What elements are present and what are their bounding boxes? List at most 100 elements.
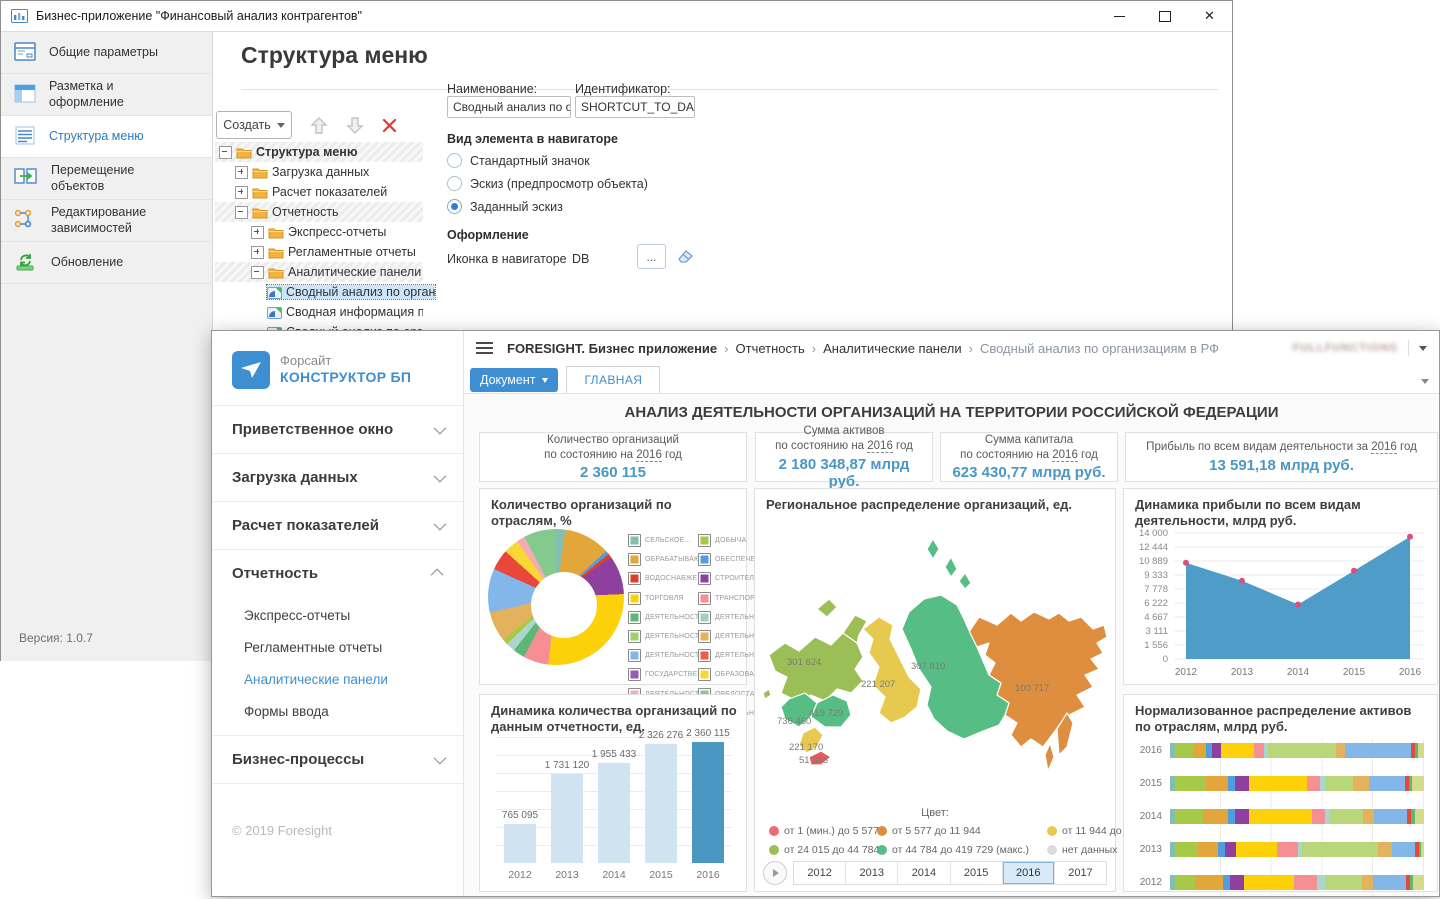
move-down-button[interactable]	[346, 116, 364, 135]
tree-node[interactable]: Регламентные отчеты	[215, 242, 423, 262]
user-menu-chevron-icon[interactable]	[1419, 345, 1427, 351]
timeline-year-2017[interactable]: 2017	[1068, 867, 1093, 879]
legend-item[interactable]: ДЕЯТЕЛЬНОСТЬ	[628, 627, 700, 646]
stacked-row-2016[interactable]	[1170, 743, 1424, 758]
legend-item[interactable]: ТОРГОВЛЯ	[628, 589, 700, 608]
legend-item[interactable]: ОБЕСПЕЧЕН...	[698, 550, 770, 569]
bar-2014[interactable]	[598, 762, 630, 863]
legend-item[interactable]: ДОБЫЧА	[698, 531, 770, 550]
sidebar-item-6[interactable]: Обновление	[1, 242, 212, 284]
minimize-button[interactable]	[1097, 1, 1142, 31]
bar-2012[interactable]	[504, 823, 536, 863]
region-siberia[interactable]	[901, 594, 1010, 740]
bar-2013[interactable]	[551, 774, 583, 863]
browse-icon-button[interactable]: ...	[637, 244, 666, 269]
nav-subitem[interactable]: Аналитические панели	[244, 671, 388, 687]
legend-item[interactable]: СЕЛЬСКОЕ...	[628, 531, 700, 550]
nav-item-3[interactable]: Расчет показателей	[212, 502, 463, 550]
move-up-button[interactable]	[310, 116, 328, 135]
stacked-row-2015[interactable]	[1170, 776, 1424, 791]
legend-item[interactable]: ДЕЯТЕЛЬНО...	[698, 646, 770, 665]
legend-item[interactable]: ДЕЯТЕЛЬНОСТЬ	[628, 646, 700, 665]
kpi-year-link[interactable]: 2016	[1371, 441, 1397, 455]
donut-chart[interactable]	[488, 529, 624, 665]
expand-icon[interactable]	[235, 185, 248, 199]
region-kamchatka[interactable]	[1056, 712, 1074, 756]
radio-icon[interactable]	[447, 176, 462, 191]
tabs-overflow-chevron-icon[interactable]	[1421, 379, 1429, 384]
kpi-year-link[interactable]: 2016	[1052, 448, 1078, 462]
expand-icon[interactable]	[235, 165, 248, 179]
radio-option-3[interactable]: Заданный эскиз	[447, 199, 563, 214]
kpi-year-link[interactable]: 2016	[867, 440, 893, 453]
sidebar-item-4[interactable]: Перемещение объектов	[1, 158, 212, 200]
timeline-year-2013[interactable]: 2013	[846, 862, 899, 884]
legend-item[interactable]: ВОДОСНАБЖЕН...	[628, 569, 700, 588]
close-button[interactable]: ✕	[1204, 8, 1215, 23]
breadcrumb-item[interactable]: FORESIGHT. Бизнес приложение	[507, 340, 718, 356]
tree-node[interactable]: Экспресс-отчеты	[215, 222, 423, 242]
nav-item-5[interactable]: Бизнес-процессы	[212, 736, 463, 784]
nav-item-1[interactable]: Приветственное окно	[212, 406, 463, 454]
tree-node[interactable]: Расчет показателей	[215, 182, 423, 202]
tree-node[interactable]: Сводная информация по о	[215, 302, 423, 322]
sidebar-item-5[interactable]: Редактирование зависимостей	[1, 200, 212, 242]
nav-subitem[interactable]: Формы ввода	[244, 703, 329, 719]
tree-node[interactable]: Отчетность	[215, 202, 423, 222]
region-north-caucasus[interactable]	[808, 750, 832, 766]
timeline-year-2015[interactable]: 2015	[951, 862, 1003, 884]
kpi-year-link[interactable]: 2016	[636, 448, 662, 462]
document-menu-button[interactable]: Документ	[470, 368, 559, 392]
bar-2016[interactable]	[692, 742, 724, 863]
stacked-row-2012[interactable]	[1170, 875, 1424, 890]
tree-node[interactable]: Аналитические панели	[215, 262, 423, 282]
bar-chart[interactable]	[496, 735, 732, 863]
sidebar-item-3[interactable]: Структура меню	[1, 116, 212, 158]
identifier-input[interactable]: SHORTCUT_TO_DASH	[575, 96, 695, 118]
legend-item[interactable]: ТРАНСПОРТ...	[698, 589, 770, 608]
region-south[interactable]	[798, 726, 824, 754]
legend-item[interactable]: ДЕЯТЕЛЬНОСТЬ	[628, 608, 700, 627]
region-sakhalin[interactable]	[1044, 742, 1055, 772]
legend-item[interactable]: ОБРАБАТЫВАЮ...	[628, 550, 700, 569]
legend-item[interactable]: СТРОИТЕЛЬ...	[698, 569, 770, 588]
collapse-icon[interactable]	[251, 265, 264, 279]
timeline-year-2014[interactable]: 2014	[898, 862, 951, 884]
stacked-row-2014[interactable]	[1170, 809, 1424, 824]
legend-item[interactable]: ГОСУДАРСТВЕН...	[628, 665, 700, 684]
timeline-year-2016[interactable]: 2016	[1002, 862, 1055, 884]
russia-map[interactable]: 301 624 736 460 419 729 221 170 51 348 2…	[759, 517, 1113, 807]
legend-item[interactable]: ОБРАЗОВАН...	[698, 665, 770, 684]
sidebar-item-1[interactable]: Общие параметры	[1, 32, 212, 74]
play-button[interactable]	[763, 861, 787, 885]
legend-item[interactable]: ДЕЯТЕЛЬНО...	[698, 627, 770, 646]
tab-glavnaya[interactable]: ГЛАВНАЯ	[566, 366, 661, 393]
hamburger-menu-icon[interactable]	[476, 339, 493, 357]
collapse-icon[interactable]	[219, 145, 232, 159]
nav-subitem[interactable]: Регламентные отчеты	[244, 639, 383, 655]
region-volga[interactable]	[810, 694, 852, 728]
region-central[interactable]	[780, 692, 818, 728]
nav-subitem[interactable]: Экспресс-отчеты	[244, 607, 351, 623]
region-northwest[interactable]	[768, 632, 864, 702]
sidebar-item-2[interactable]: Разметка и оформление	[1, 74, 212, 116]
eraser-icon[interactable]	[676, 246, 696, 269]
tree-node[interactable]: Структура меню	[215, 142, 423, 162]
breadcrumb-item[interactable]: Аналитические панели	[823, 340, 962, 356]
delete-button[interactable]	[382, 118, 397, 133]
radio-checked-icon[interactable]	[447, 199, 462, 214]
timeline-year-2012[interactable]: 2012	[794, 862, 847, 884]
tree-node[interactable]: Загрузка данных	[215, 162, 423, 182]
stacked-row-2013[interactable]	[1170, 842, 1424, 857]
area-chart[interactable]: 14 000 12 444 10 889 9 333 7 778 6 222 4 667 3 …	[1124, 489, 1437, 684]
bar-2015[interactable]	[645, 743, 677, 863]
radio-option-1[interactable]: Стандартный значок	[447, 153, 590, 168]
maximize-button[interactable]	[1142, 1, 1187, 31]
legend-item[interactable]: ДЕЯТЕЛЬНО...	[698, 608, 770, 627]
nav-item-4[interactable]: Отчетность	[212, 550, 463, 597]
radio-option-2[interactable]: Эскиз (предпросмотр объекта)	[447, 176, 648, 191]
expand-icon[interactable]	[251, 245, 264, 259]
region-ural[interactable]	[862, 616, 922, 724]
expand-icon[interactable]	[251, 225, 264, 239]
create-button[interactable]: Создать	[216, 111, 292, 139]
